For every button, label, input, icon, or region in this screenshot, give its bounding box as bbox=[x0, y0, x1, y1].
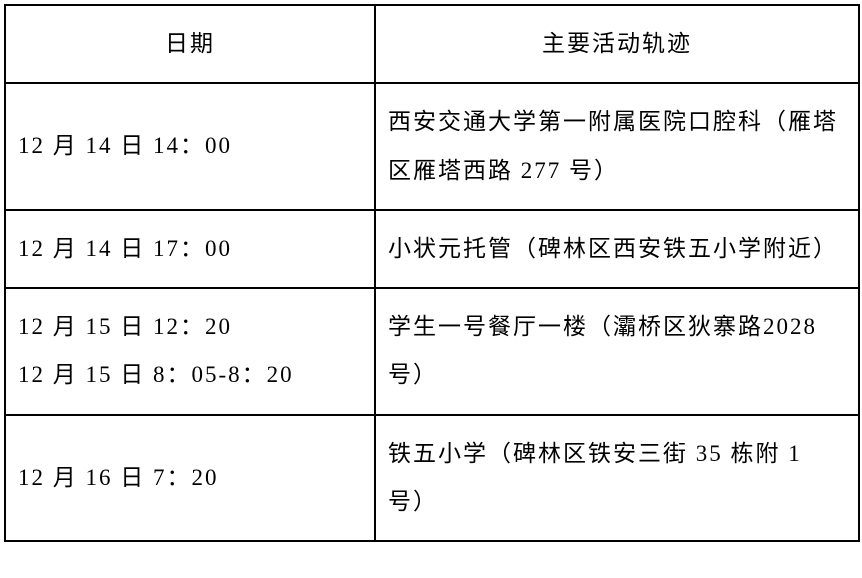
table-row: 12 月 15 日 12：2012 月 15 日 8：05-8：20 学生一号餐… bbox=[5, 288, 859, 415]
header-activity: 主要活动轨迹 bbox=[375, 5, 859, 83]
cell-date: 12 月 15 日 12：2012 月 15 日 8：05-8：20 bbox=[5, 288, 375, 415]
activity-table: 日期 主要活动轨迹 12 月 14 日 14：00 西安交通大学第一附属医院口腔… bbox=[4, 4, 860, 542]
table-row: 12 月 14 日 17：00 小状元托管（碑林区西安铁五小学附近） bbox=[5, 210, 859, 288]
table-header-row: 日期 主要活动轨迹 bbox=[5, 5, 859, 83]
cell-date: 12 月 14 日 17：00 bbox=[5, 210, 375, 288]
cell-date: 12 月 14 日 14：00 bbox=[5, 83, 375, 210]
cell-activity: 小状元托管（碑林区西安铁五小学附近） bbox=[375, 210, 859, 288]
cell-activity: 西安交通大学第一附属医院口腔科（雁塔区雁塔西路 277 号） bbox=[375, 83, 859, 210]
cell-date: 12 月 16 日 7：20 bbox=[5, 415, 375, 542]
header-date: 日期 bbox=[5, 5, 375, 83]
cell-activity: 铁五小学（碑林区铁安三街 35 栋附 1 号） bbox=[375, 415, 859, 542]
table-row: 12 月 16 日 7：20 铁五小学（碑林区铁安三街 35 栋附 1 号） bbox=[5, 415, 859, 542]
table-row: 12 月 14 日 14：00 西安交通大学第一附属医院口腔科（雁塔区雁塔西路 … bbox=[5, 83, 859, 210]
cell-activity: 学生一号餐厅一楼（灞桥区狄寨路2028 号） bbox=[375, 288, 859, 415]
